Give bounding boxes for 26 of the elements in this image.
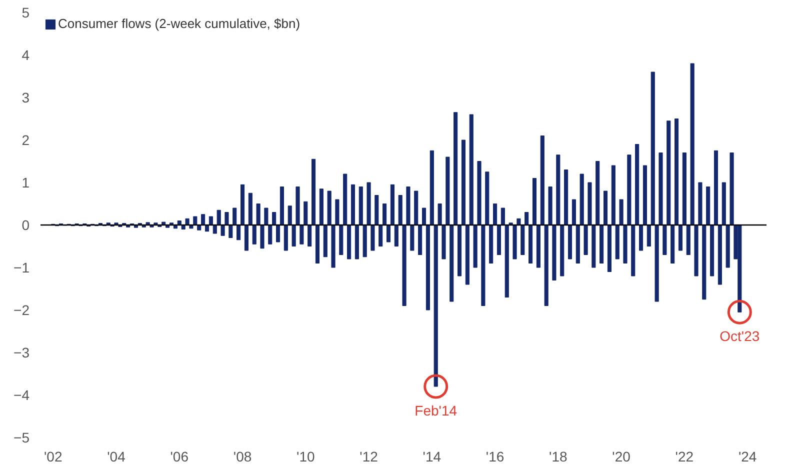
x-tick-label: '12 [360,448,378,464]
x-tick-label: '06 [170,448,189,464]
y-tick-label: −4 [14,387,30,403]
x-tick-label: '02 [44,448,62,464]
y-tick-label: 1 [22,174,30,190]
y-tick-label: 2 [22,132,30,148]
legend-label: Consumer flows (2-week cumulative, $bn) [58,16,300,31]
x-tick-label: '24 [738,448,757,464]
y-tick-label: −3 [14,344,30,360]
x-tick-label: '20 [612,448,631,464]
y-tick-label: −2 [14,302,30,318]
x-tick-label: '16 [486,448,504,464]
x-tick-label: '10 [296,448,315,464]
y-tick-label: 3 [22,90,30,106]
x-tick-label: '04 [107,448,126,464]
y-tick-label: 0 [22,217,30,233]
annotation: Oct'23 [720,328,760,344]
x-tick-label: '18 [549,448,568,464]
x-tick-label: '14 [422,448,442,464]
y-tick-label: −5 [14,430,30,446]
x-tick-label: '22 [675,448,694,464]
y-tick-label: −1 [14,260,30,276]
y-tick-label: 5 [22,4,30,20]
x-tick-label: '08 [233,448,252,464]
y-tick-label: 4 [22,47,30,63]
annotation: Feb'14 [414,402,458,418]
